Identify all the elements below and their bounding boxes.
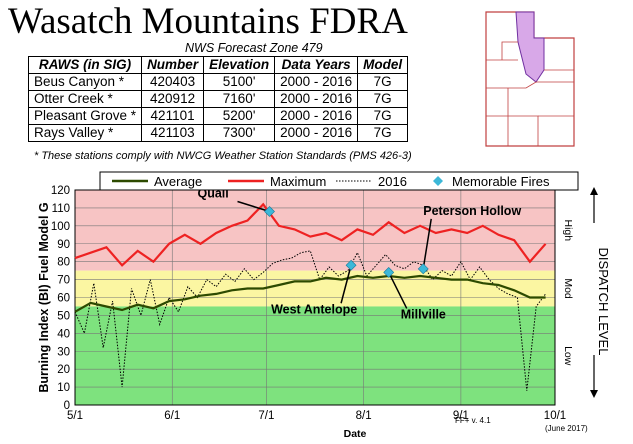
legend-label: Average [154, 174, 202, 189]
fire-marker [264, 206, 275, 217]
legend-label: Maximum [270, 174, 326, 189]
table-row: Beus Canyon * 420403 5100' 2000 - 2016 7G [27, 73, 409, 91]
legend-label: Memorable Fires [452, 174, 550, 189]
page-title: Wasatch Mountains FDRA [8, 1, 408, 42]
table-cell: Otter Creek * [27, 90, 143, 108]
x-tick-label: 5/1 [67, 410, 83, 422]
table-cell: 421101 [141, 107, 205, 125]
table-cell: 420912 [141, 90, 205, 108]
fire-arrow [422, 218, 432, 269]
band-label: Mod [562, 278, 574, 299]
page-subtitle: NWS Forecast Zone 479 [185, 41, 323, 55]
table-header-row: RAWS (in SIG) Number Elevation Data Years Mo… [27, 56, 409, 74]
x-tick-label: 10/1 [544, 410, 566, 422]
table-cell: Pleasant Grove * [27, 107, 143, 125]
table-row: Otter Creek * 420912 7160' 2000 - 2016 7G [27, 90, 409, 108]
table-cell: 2000 - 2016 [274, 107, 359, 125]
table-cell: 7G [357, 124, 409, 142]
raws-table: RAWS (in SIG) Number Elevation Data Years Mo… [27, 56, 409, 142]
fire-marker [345, 259, 357, 271]
table-row: Pleasant Grove * 421101 5200' 2000 - 2016 7G [27, 107, 409, 125]
y-tick-label: 60 [57, 293, 70, 305]
y-tick-label: 40 [57, 328, 70, 340]
fire-label: Millville [401, 307, 446, 321]
table-cell: 2000 - 2016 [274, 73, 359, 91]
y-tick-label: 20 [57, 364, 70, 376]
legend-swatch [433, 176, 443, 186]
dispatch-level-label: DISPATCH LEVEL [596, 248, 611, 356]
band-mod [75, 270, 555, 307]
x-tick-label: 7/1 [258, 410, 274, 422]
series-average [74, 274, 546, 313]
x-tick-label: 8/1 [356, 410, 372, 422]
y-tick-label: 80 [57, 257, 70, 269]
fire-marker [383, 266, 395, 278]
band-label: High [562, 220, 574, 242]
table-cell: 7160' [203, 90, 276, 108]
fire-arrow [340, 265, 352, 304]
dispatch-arrowhead [590, 187, 598, 195]
series-2016 [74, 250, 547, 391]
table-cell: 2000 - 2016 [274, 90, 359, 108]
dispatch-arrowhead [590, 390, 598, 398]
column-header: Data Years [274, 56, 359, 74]
fire-marker [417, 263, 429, 275]
band-low [75, 306, 555, 405]
series-maximum [74, 202, 547, 267]
fire-label: Peterson Hollow [423, 204, 521, 218]
table-cell: 7300' [203, 124, 276, 142]
y-tick-label: 30 [57, 346, 70, 358]
fire-label: West Antelope [271, 302, 357, 316]
footnote: * These stations comply with NWCG Weathe… [34, 150, 412, 162]
table-cell: 5100' [203, 73, 276, 91]
y-tick-label: 70 [57, 275, 70, 287]
table-cell: 2000 - 2016 [274, 124, 359, 142]
table-cell: 7G [357, 90, 409, 108]
y-tick-label: 10 [57, 382, 70, 394]
y-axis-label: Burning Index (BI) Fuel Model G [37, 202, 51, 392]
y-tick-label: 50 [57, 310, 70, 322]
x-axis-label: Date [344, 428, 367, 440]
table-cell: Rays Valley * [27, 124, 143, 142]
utah-map-icon [485, 11, 575, 147]
y-tick-label: 120 [51, 185, 70, 197]
column-header: RAWS (in SIG) [27, 56, 143, 74]
x-tick-label: 6/1 [164, 410, 180, 422]
table-cell: 7G [357, 73, 409, 91]
bi-chart: 0 10 20 30 40 50 60 70 80 90 100 110 120 5/1 6/1 7/1 8/1… [37, 171, 611, 440]
table-cell: Beus Canyon * [27, 73, 143, 91]
column-header: Model [357, 56, 409, 74]
band-label: Low [562, 346, 574, 366]
y-tick-label: 100 [51, 221, 70, 233]
column-header: Number [141, 56, 205, 74]
fire-arrow [237, 200, 270, 213]
y-tick-label: 90 [57, 239, 70, 251]
table-cell: 420403 [141, 73, 205, 91]
fire-arrow [388, 272, 408, 309]
table-cell: 5200' [203, 107, 276, 125]
legend-label: 2016 [378, 174, 407, 189]
version-note: FF+ v. 4.1 [455, 416, 491, 425]
date-note: (June 2017) [545, 424, 588, 433]
table-row: Rays Valley * 421103 7300' 2000 - 2016 7G [27, 124, 409, 142]
x-tick-label: 9/1 [453, 410, 469, 422]
table-cell: 7G [357, 107, 409, 125]
table-cell: 421103 [141, 124, 205, 142]
y-tick-label: 0 [64, 400, 70, 412]
column-header: Elevation [203, 56, 276, 74]
y-tick-label: 110 [52, 203, 70, 215]
